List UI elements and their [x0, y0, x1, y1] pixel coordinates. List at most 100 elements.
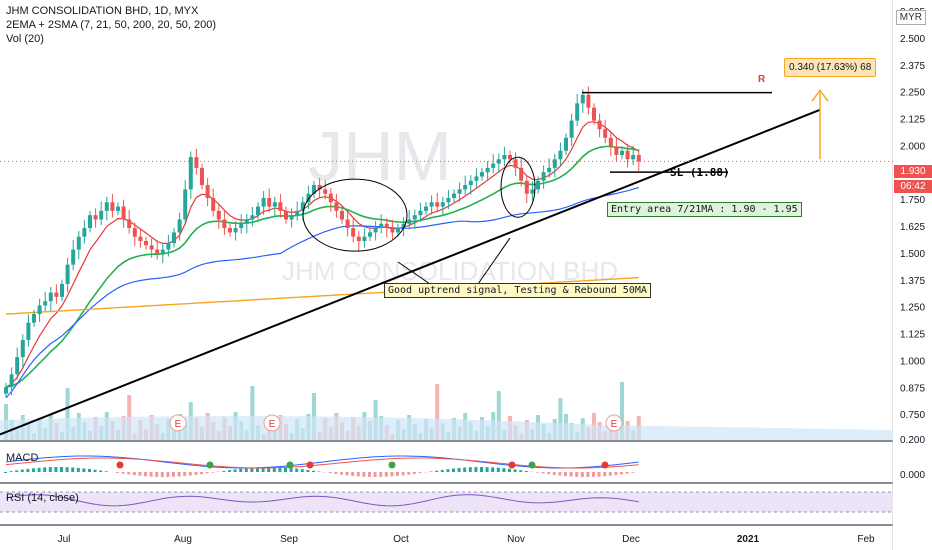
macd-histogram-bar [284, 467, 287, 472]
candle-body [586, 94, 591, 108]
candle-body [93, 215, 98, 220]
candle-body [614, 146, 619, 155]
macd-histogram-bar [328, 472, 332, 474]
macd-histogram-bar [480, 467, 483, 472]
candle-body [188, 157, 193, 190]
macd-histogram-bar [20, 469, 24, 472]
macd-cross-marker [116, 461, 124, 469]
target-label: R [758, 74, 766, 85]
macd-histogram-bar [552, 472, 556, 475]
candle-body [452, 193, 456, 198]
candle-body [261, 197, 266, 207]
candle-body [43, 301, 48, 306]
candle-body [446, 197, 451, 203]
price-axis: 2.6252.5002.3752.2502.1252.0001.8751.750… [893, 0, 932, 550]
volume-ma-area [0, 416, 893, 440]
candle-body [88, 215, 92, 229]
y-tick-label: 2.125 [900, 115, 925, 126]
candles [4, 86, 641, 398]
volume-bars [0, 382, 893, 440]
last-price-tag: 1.930 [894, 165, 932, 178]
rsi-label[interactable]: RSI (14, close) [6, 492, 79, 504]
candle-body [440, 202, 445, 207]
candle-body [9, 374, 14, 388]
macd-cross-marker [388, 461, 396, 469]
macd-histogram-bar [15, 470, 19, 472]
candle-body [132, 228, 137, 237]
entry-callout[interactable]: Entry area 7/21MA : 1.90 - 1.95 [607, 202, 802, 217]
macd-histogram-bar [440, 469, 444, 472]
macd-histogram-bar [603, 472, 607, 477]
x-tick-label: 2021 [737, 534, 760, 545]
macd-label[interactable]: MACD [6, 452, 39, 464]
candle-body [603, 129, 608, 138]
macd-histogram-bar [149, 472, 153, 477]
candle-body [552, 159, 557, 168]
y-tick-label: 1.125 [900, 330, 925, 341]
x-tick-label: Sep [280, 534, 298, 545]
candle-body [519, 167, 524, 181]
candle-body [530, 189, 535, 194]
macd-cross-marker [528, 461, 536, 469]
axis-bg [893, 0, 932, 550]
macd-histogram-bar [334, 472, 338, 474]
macd-histogram-bar [104, 471, 108, 472]
macd-histogram-bar [373, 472, 377, 477]
candle-body [373, 228, 378, 233]
y-tick-label: 2.375 [900, 61, 925, 72]
macd-histogram-bar [379, 472, 383, 477]
candle-body [138, 236, 143, 241]
macd-histogram-bar [177, 472, 181, 477]
signal-callout[interactable]: Good uptrend signal, Testing & Rebound 5… [384, 283, 651, 298]
candle-body [636, 154, 641, 162]
macd-histogram-bar [233, 469, 237, 472]
macd-histogram-bar [132, 472, 136, 476]
candle-body [149, 245, 154, 250]
candle-body [110, 202, 115, 211]
candle-body [65, 264, 70, 284]
candle-body [564, 137, 568, 151]
watermark-big: JHM [308, 117, 452, 195]
macd-histogram-bar [88, 469, 91, 472]
candle-body [300, 202, 305, 211]
macd-histogram-bar [580, 472, 584, 477]
countdown-tag: 06:42 [894, 180, 932, 193]
indicator-legend[interactable]: 2EMA + 2SMA (7, 21, 50, 200, 20, 50, 200… [6, 19, 217, 31]
y-tick-label: 2.500 [900, 34, 925, 45]
macd-histogram-bar [558, 472, 562, 476]
candle-body [127, 219, 132, 229]
macd-histogram-bar [127, 472, 131, 475]
target-callout[interactable]: 0.340 (17.63%) 68 [784, 58, 877, 77]
candle-body [429, 202, 434, 207]
candle-body [278, 202, 283, 211]
macd-histogram-bar [200, 472, 203, 475]
macd-histogram-bar [76, 467, 80, 472]
candle-body [317, 185, 322, 190]
macd-histogram-bar [160, 472, 164, 477]
candle-body [468, 180, 473, 186]
candle-body [384, 223, 389, 229]
macd-histogram-bar [261, 467, 265, 472]
candle-body [547, 167, 552, 173]
watermark-text: JHM CONSOLIDATION BHD [282, 256, 618, 286]
candle-body [541, 172, 546, 181]
currency-badge[interactable]: MYR [895, 10, 926, 25]
candle-body [558, 150, 563, 160]
macd-histogram-bar [631, 472, 635, 473]
candle-body [536, 180, 540, 190]
macd-histogram-bar [564, 472, 567, 477]
macd-histogram-bar [43, 467, 47, 472]
macd-tick-label: 0.000 [900, 470, 925, 481]
candle-body [177, 219, 182, 233]
macd-histogram-bar [289, 468, 293, 472]
candle-body [592, 107, 596, 121]
symbol-title[interactable]: JHM CONSOLIDATION BHD, 1D, MYX [6, 5, 199, 17]
y-tick-label: 0.750 [900, 410, 925, 421]
macd-histogram-bar [597, 472, 601, 477]
candle-body [513, 159, 518, 168]
sma50-line [5, 186, 639, 399]
volume-legend[interactable]: Vol (20) [6, 33, 44, 45]
macd-histogram-bar [429, 471, 433, 472]
